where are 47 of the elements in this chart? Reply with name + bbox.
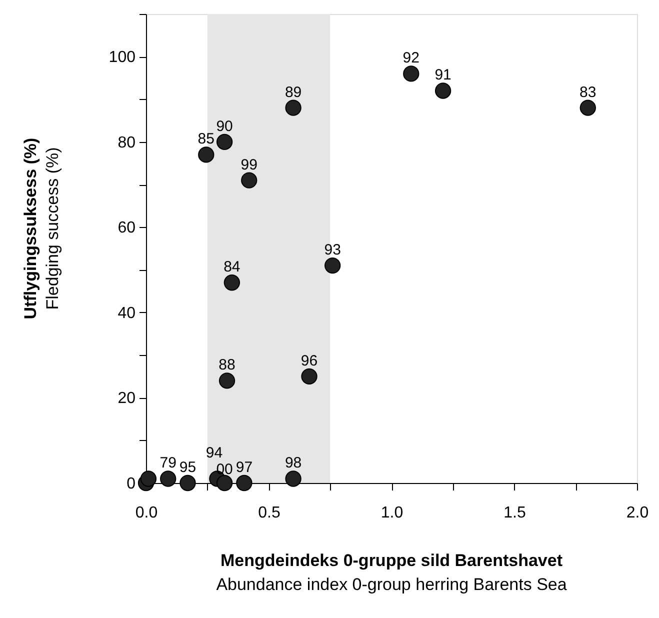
point: [434, 82, 452, 99]
x-tick-label: 0.0: [135, 504, 158, 522]
point: [236, 474, 252, 492]
x-tick-label: 1.0: [380, 504, 404, 522]
annotation: 95: [179, 459, 196, 476]
annotation: 83: [580, 84, 596, 101]
annotation: 79: [160, 454, 176, 472]
point: [580, 100, 596, 116]
point: [216, 474, 233, 492]
annotation: 99: [240, 156, 258, 174]
point: [301, 368, 318, 384]
point: [285, 100, 302, 116]
annotation: 84: [224, 258, 240, 276]
annotation: 97: [236, 459, 253, 476]
point: [285, 470, 302, 487]
annotation: 91: [434, 66, 452, 84]
annotation: 93: [324, 242, 341, 259]
annotation: 85: [198, 130, 214, 148]
annotation: 90: [216, 118, 233, 135]
y-tick-label: 60: [118, 220, 136, 237]
point: [216, 134, 233, 150]
annotation: 88: [218, 356, 236, 374]
x-tick-label: 0.5: [258, 504, 280, 522]
annotation: 94: [206, 444, 223, 462]
annotation: 96: [300, 352, 318, 370]
y-axis-title: Utflygingssuksess (%) Fledging success (%): [21, 138, 62, 320]
point: [198, 146, 214, 163]
y-tick-label: 40: [118, 304, 136, 322]
annotation: 92: [402, 50, 420, 67]
x-tick-label: 1.5: [504, 504, 526, 522]
point: [224, 274, 240, 291]
x-axis-title: Mengdeindeks 0-gruppe sild Barentshavet Abundance index 0-group herring Barents Sea: [216, 551, 568, 594]
point: [324, 257, 341, 274]
point: [180, 474, 196, 492]
point: [218, 372, 236, 389]
y-tick-label: 20: [118, 390, 136, 408]
point: [140, 470, 157, 487]
x-tick-label: 2.0: [626, 504, 649, 522]
point: [241, 172, 258, 188]
annotation: 98: [284, 454, 302, 472]
y-tick-label: 100: [108, 49, 136, 66]
annotation: 89: [284, 84, 302, 101]
point: [160, 470, 176, 487]
y-tick-label: 80: [118, 134, 136, 152]
y-tick-label: 0: [126, 476, 136, 492]
point: [403, 66, 420, 82]
annotation: 00: [216, 461, 233, 478]
